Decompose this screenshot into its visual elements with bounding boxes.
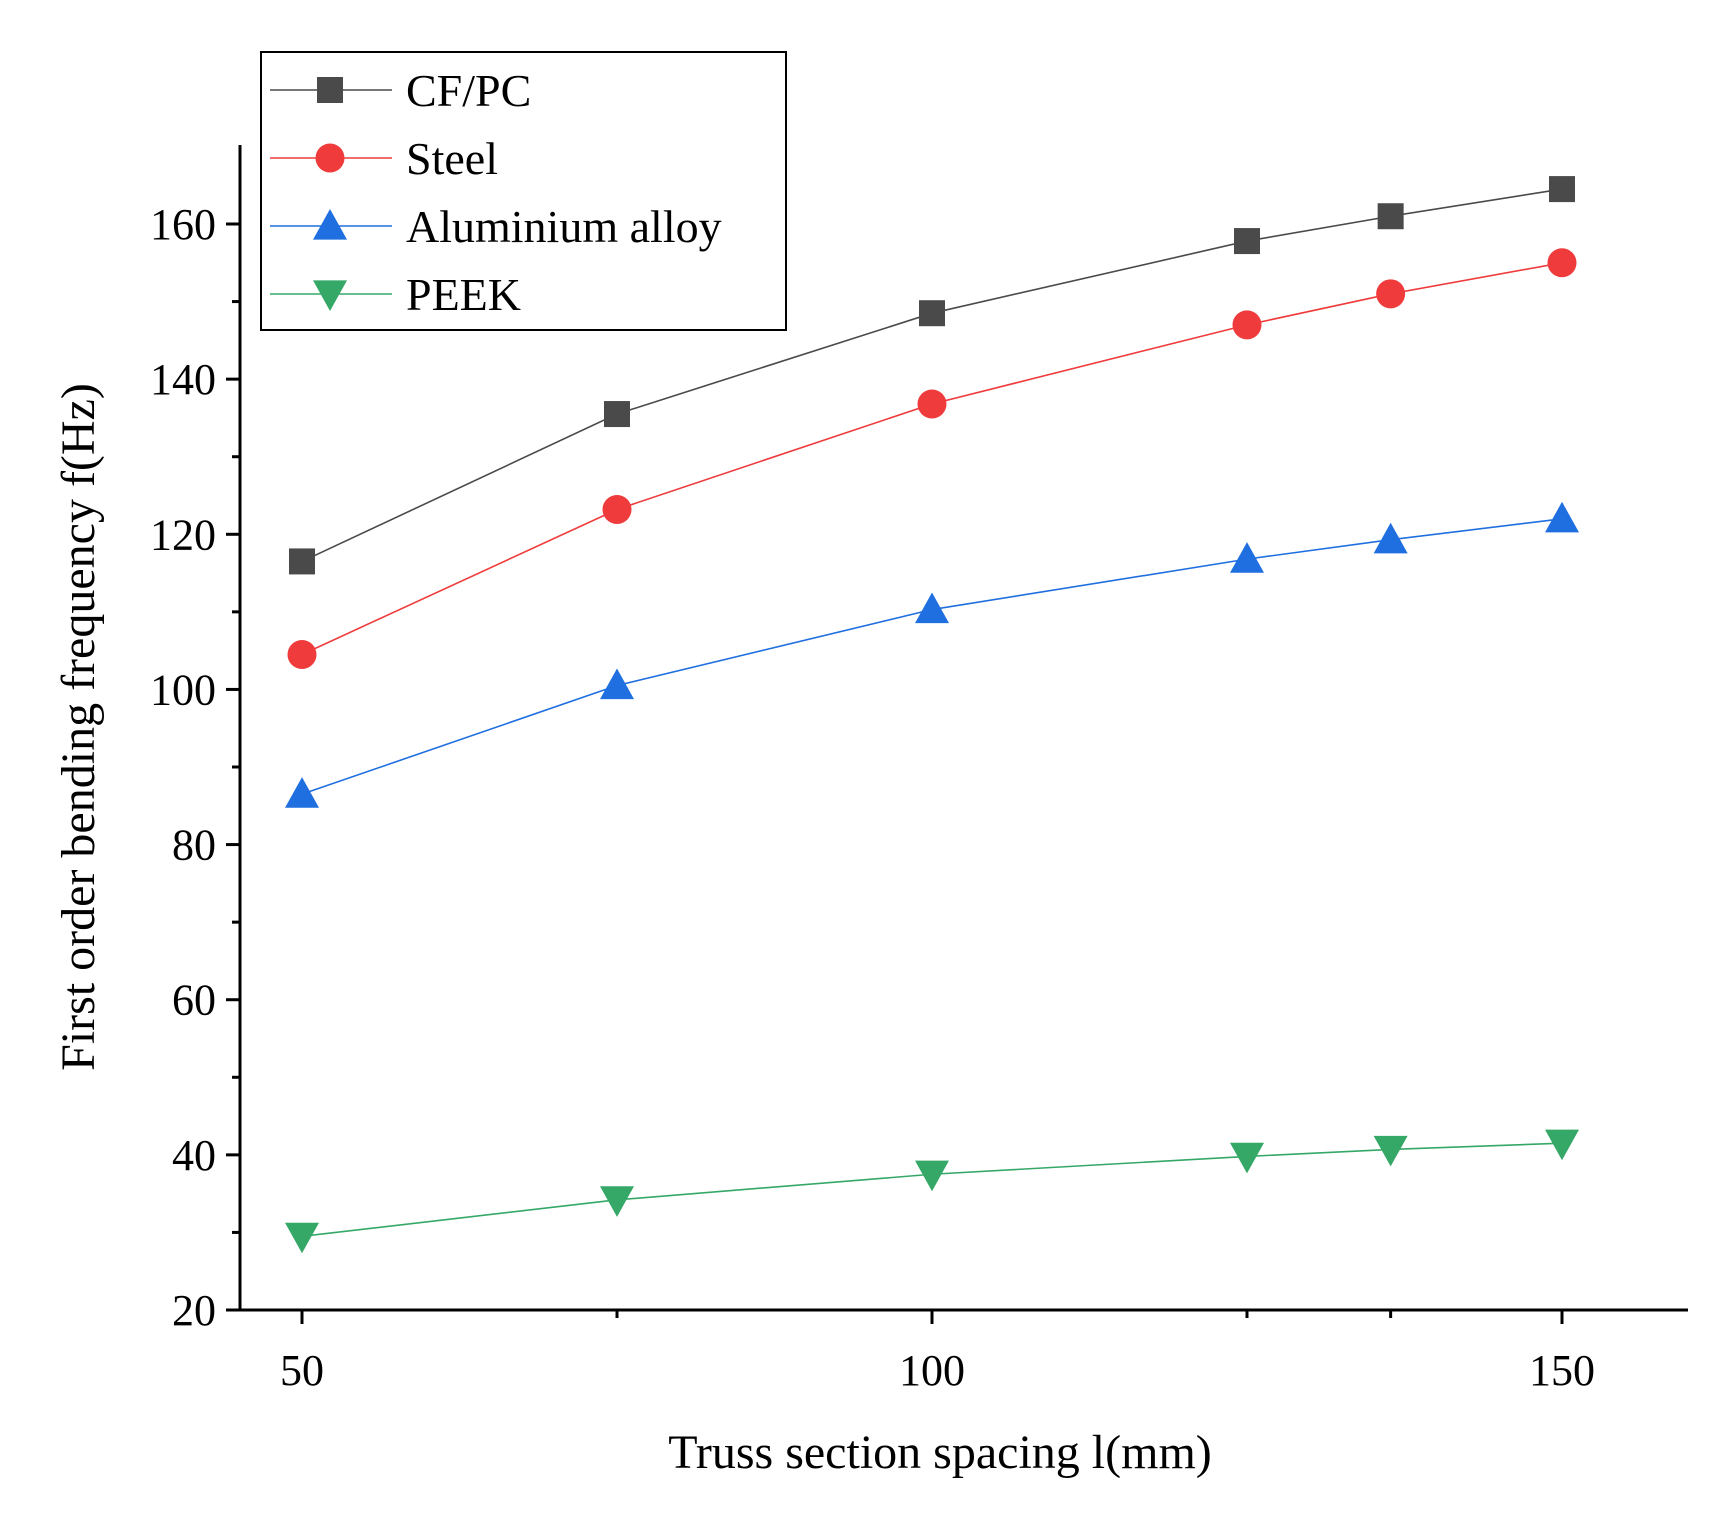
data-point [917,389,947,419]
y-tick-label: 20 [172,1286,216,1335]
axes [238,145,1688,1312]
series-peek [285,1129,1579,1254]
legend-marker [317,77,343,103]
series-aluminium-alloy [285,501,1579,808]
legend-label: Aluminium alloy [406,201,722,252]
data-point [1549,176,1575,203]
legend: CF/PC Steel Aluminium alloy PEEK [260,51,787,331]
data-point [1373,522,1408,554]
data-point [285,777,319,808]
y-tick-label: 160 [150,200,216,249]
data-point [1545,1129,1579,1161]
legend-label: Steel [406,133,498,184]
data-point [1547,248,1577,278]
data-point [1373,1135,1408,1167]
data-point [285,1222,319,1254]
data-point [1234,228,1260,255]
x-ticks: 50 100 150 [280,1310,1595,1395]
data-point [1377,203,1404,230]
data-point [915,1160,949,1192]
legend-marker [313,209,347,240]
x-axis-title: Truss section spacing l(mm) [668,1426,1212,1479]
y-tick-label: 40 [172,1131,216,1180]
series-line [301,1142,1563,1238]
y-axis-title: First order bending frequency f(Hz) [52,383,105,1071]
data-point [604,401,630,428]
data-point [1376,279,1406,309]
data-point [602,494,632,524]
legend-marker [313,280,347,311]
data-point [600,1186,634,1217]
y-tick-label: 60 [172,976,216,1025]
data-point [600,668,634,700]
x-tick-label: 100 [899,1346,965,1395]
data-point [1230,542,1264,573]
data-point [1232,310,1262,340]
y-tick-label: 140 [150,355,216,404]
y-ticks: 20 40 60 80 100 120 140 160 [150,200,240,1335]
data-point [1545,501,1579,533]
series-line [301,261,1563,656]
x-tick-label: 50 [280,1346,324,1395]
series-layer [285,176,1579,1254]
series-steel [287,248,1577,670]
data-point [1230,1142,1264,1174]
y-tick-label: 120 [150,510,216,559]
x-tick-label: 150 [1529,1346,1595,1395]
data-point [287,640,317,670]
legend-box [260,51,787,331]
legend-label: PEEK [406,269,521,320]
data-point [915,592,949,624]
series-cf-pc [289,176,1575,575]
legend-marker [315,143,345,173]
y-tick-label: 80 [172,821,216,870]
legend-label: CF/PC [406,65,531,116]
data-point [919,300,945,327]
series-line [301,517,1563,795]
data-point [289,548,315,575]
y-tick-label: 100 [150,665,216,714]
series-line [301,188,1563,563]
